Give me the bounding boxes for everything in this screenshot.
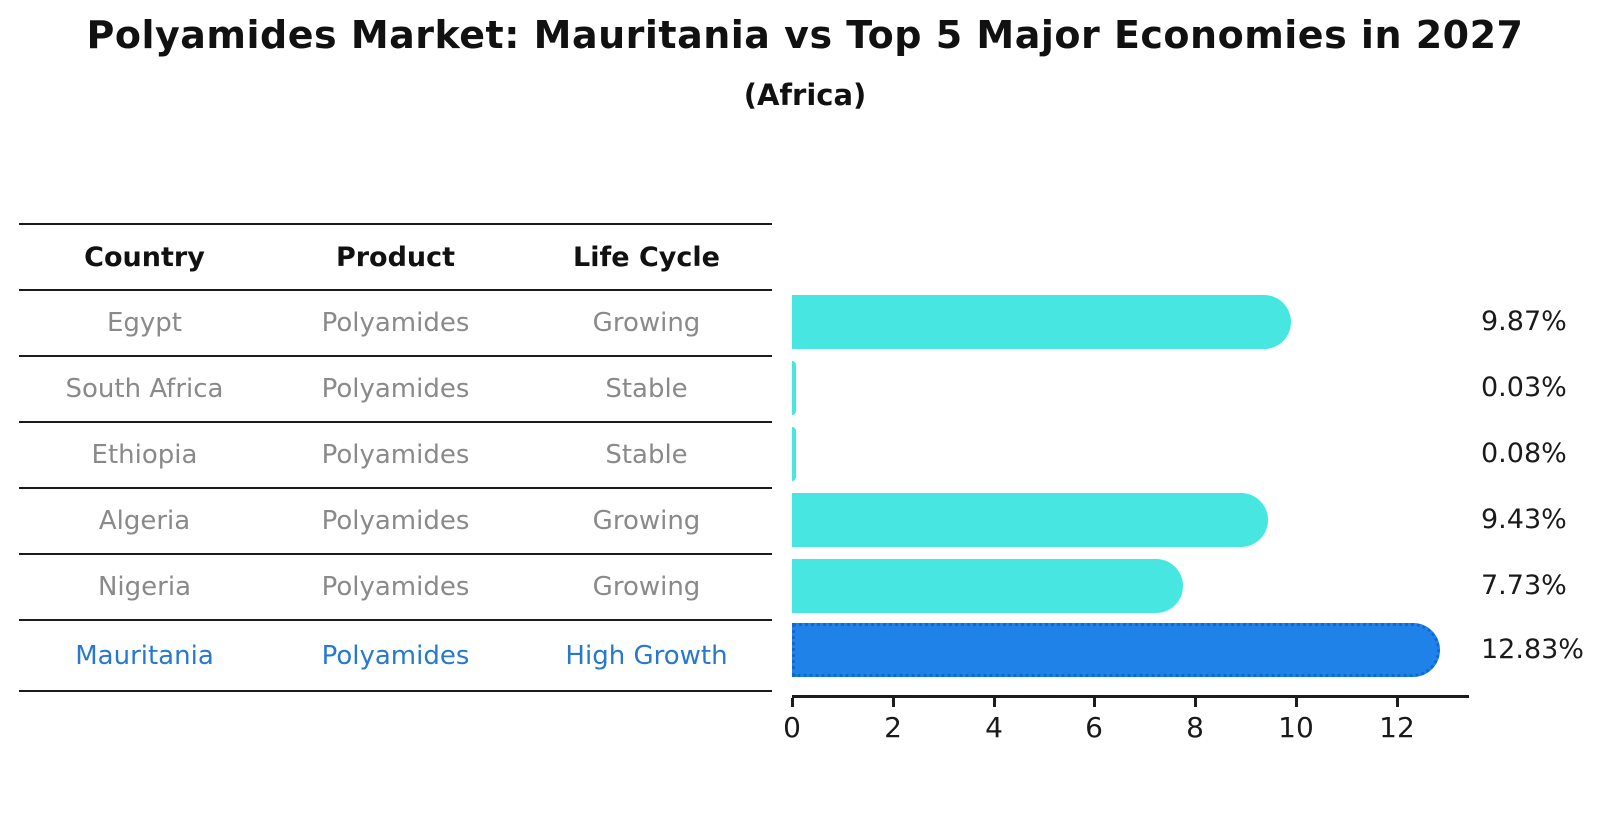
x-axis-tick-label: 8 xyxy=(1186,711,1204,744)
value-label-nigeria: 7.73% xyxy=(1481,570,1567,601)
cell-product: Polyamides xyxy=(321,572,470,602)
cell-country: Mauritania xyxy=(75,640,214,671)
bar-egypt xyxy=(792,295,1291,349)
x-axis-tick-label: 10 xyxy=(1278,711,1314,744)
table-row-south-africa: South Africa Polyamides Stable xyxy=(19,357,772,423)
bar-algeria xyxy=(792,493,1268,547)
cell-country: Nigeria xyxy=(97,572,192,602)
value-label-egypt: 9.87% xyxy=(1481,306,1567,337)
chart-title: Polyamides Market: Mauritania vs Top 5 M… xyxy=(86,13,1524,57)
x-axis-tick-label: 6 xyxy=(1085,711,1103,744)
cell-life-cycle: Stable xyxy=(605,374,688,404)
cell-product: Polyamides xyxy=(321,440,470,470)
cell-product: Polyamides xyxy=(321,640,470,671)
data-table: Country Product Life Cycle Egypt Polyami… xyxy=(19,223,772,692)
cell-life-cycle: High Growth xyxy=(565,640,728,671)
table-row-mauritania: Mauritania Polyamides High Growth xyxy=(19,621,772,692)
bar-ethiopia xyxy=(792,427,796,481)
table-header-row: Country Product Life Cycle xyxy=(19,225,772,291)
x-axis-tick-label: 12 xyxy=(1379,711,1415,744)
cell-product: Polyamides xyxy=(321,308,470,338)
x-axis-tick xyxy=(1295,698,1298,707)
column-header-life-cycle: Life Cycle xyxy=(573,241,720,273)
bar-mauritania xyxy=(792,623,1440,677)
x-axis-tick xyxy=(1093,698,1096,707)
cell-country: Egypt xyxy=(106,308,183,338)
bar-nigeria xyxy=(792,559,1183,613)
value-label-mauritania: 12.83% xyxy=(1481,634,1584,665)
x-axis-line xyxy=(792,695,1469,698)
cell-product: Polyamides xyxy=(321,506,470,536)
x-axis-tick xyxy=(892,698,895,707)
column-header-country: Country xyxy=(84,241,205,273)
cell-product: Polyamides xyxy=(321,374,470,404)
cell-life-cycle: Growing xyxy=(592,506,701,536)
value-label-algeria: 9.43% xyxy=(1481,504,1567,535)
x-axis-tick-label: 4 xyxy=(985,711,1003,744)
value-label-south-africa: 0.03% xyxy=(1481,372,1567,403)
table-row-ethiopia: Ethiopia Polyamides Stable xyxy=(19,423,772,489)
column-header-product: Product xyxy=(335,241,456,273)
value-label-ethiopia: 0.08% xyxy=(1481,438,1567,469)
chart-subtitle: (Africa) xyxy=(743,78,867,112)
x-axis-tick-label: 2 xyxy=(884,711,902,744)
table-row-nigeria: Nigeria Polyamides Growing xyxy=(19,555,772,621)
table-row-algeria: Algeria Polyamides Growing xyxy=(19,489,772,555)
cell-life-cycle: Stable xyxy=(605,440,688,470)
x-axis-tick-label: 0 xyxy=(783,711,801,744)
cell-country: South Africa xyxy=(65,374,224,404)
x-axis-tick xyxy=(1396,698,1399,707)
x-axis-tick xyxy=(993,698,996,707)
cell-country: Algeria xyxy=(98,506,191,536)
table-row-egypt: Egypt Polyamides Growing xyxy=(19,291,772,357)
cell-life-cycle: Growing xyxy=(592,572,701,602)
bar-south-africa xyxy=(792,361,796,415)
x-axis-tick xyxy=(791,698,794,707)
cell-life-cycle: Growing xyxy=(592,308,701,338)
cell-country: Ethiopia xyxy=(91,440,198,470)
x-axis-tick xyxy=(1194,698,1197,707)
